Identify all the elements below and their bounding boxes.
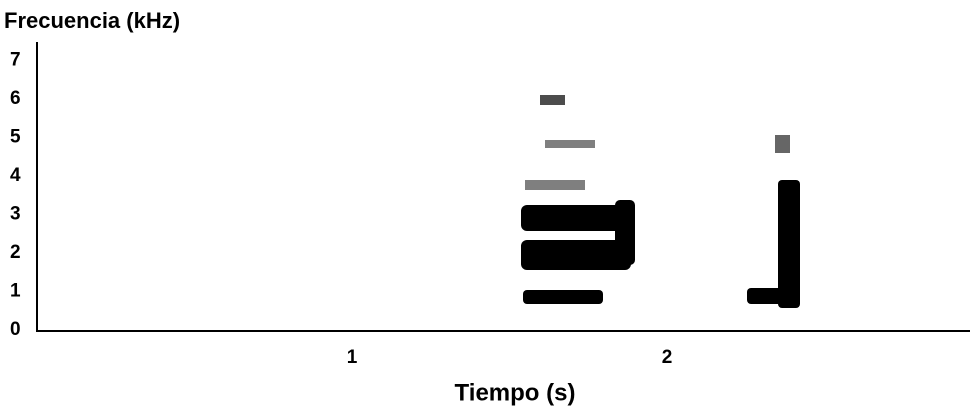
x-tick-label: 1	[347, 347, 358, 368]
y-tick-label: 7	[10, 49, 21, 70]
x-tick-label: 2	[662, 347, 673, 368]
y-tick-label: 5	[10, 126, 21, 147]
y-tick-label: 2	[10, 242, 21, 263]
spectrogram	[521, 95, 800, 308]
y-tick-label: 0	[10, 319, 21, 340]
y-tick-label: 1	[10, 280, 21, 301]
y-tick-label: 3	[10, 203, 21, 224]
y-tick-label: 4	[10, 165, 21, 186]
y-tick-label: 6	[10, 88, 21, 109]
chart-title: Frecuencia (kHz)	[4, 8, 180, 33]
x-axis-label: Tiempo (s)	[455, 379, 576, 406]
